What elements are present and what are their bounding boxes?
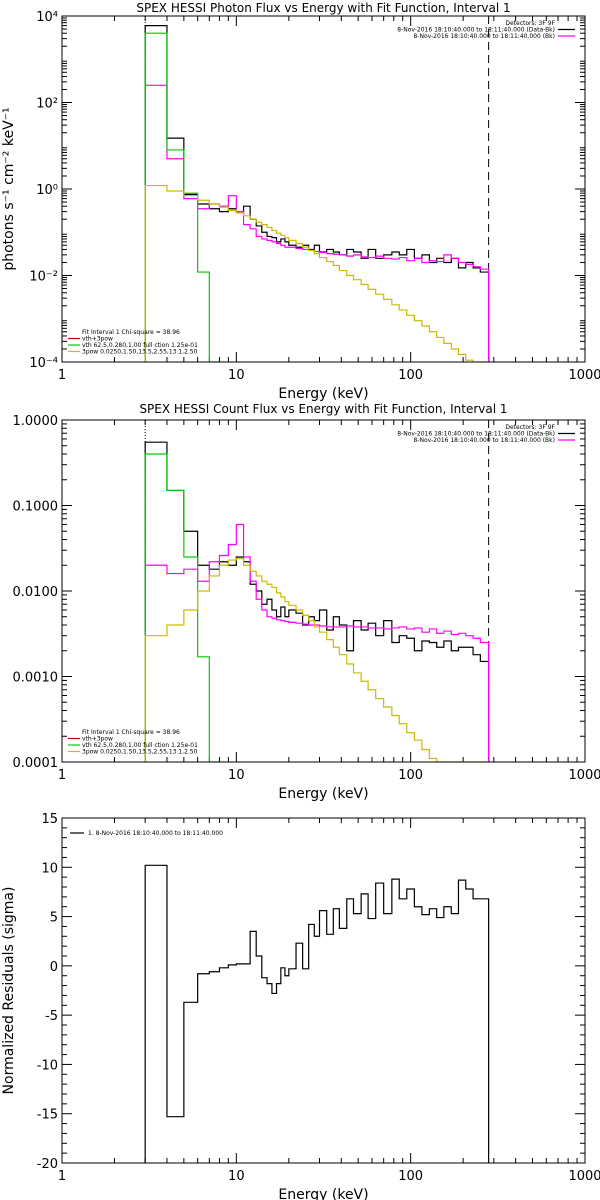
x-tick-label: 100 [398, 1169, 423, 1184]
legend-top-right-entry: 8-Nov-2016 18:10:40.000 to 18:11:40.000 … [413, 33, 555, 40]
x-tick-label: 10 [228, 1169, 245, 1184]
series-line-1 [144, 864, 490, 1163]
y-axis-label: Normalized Residuals (sigma) [1, 887, 17, 1095]
x-tick-label: 1000 [568, 368, 600, 383]
series-group [144, 441, 490, 762]
series-line-1 [144, 441, 490, 762]
y-tick-label: 10⁴ [36, 10, 58, 25]
series-group [144, 24, 490, 362]
plot-frame [61, 817, 586, 1164]
legend-entry: 1. 8-Nov-2016 18:10:40.000 to 18:11:40.0… [88, 830, 223, 837]
y-tick-label: -10 [37, 1058, 58, 1073]
y-tick-label: 10⁻⁴ [29, 356, 58, 371]
series-group [144, 864, 490, 1163]
series-line-3 [144, 453, 220, 762]
chart-panel-3: 1 10 100 1000 -20 -15 -10 -5 0 5 10 15 Energy (keV) N… [1, 812, 600, 1200]
y-tick-label: 0.0100 [13, 585, 59, 600]
y-tick-label: 0.0001 [13, 756, 59, 771]
legend-bottom-left-entry: vth+3pow [82, 336, 113, 343]
y-tick-label: 0.0010 [13, 671, 59, 686]
x-axis-label: Energy (keV) [278, 386, 368, 402]
y-tick-label: -5 [45, 1009, 58, 1024]
x-tick-label: 10 [228, 768, 245, 783]
series-line-4 [144, 557, 489, 762]
legend-bottom-left-entry: Fit Interval 1 Chi-square = 38.96 [82, 729, 180, 736]
x-tick-label: 1 [58, 768, 66, 783]
x-axis-label: Energy (keV) [278, 786, 368, 802]
legend-bottom-left-entry: vth 62.5,0.280,1.00 full ction 1.25e-01 [82, 342, 198, 349]
chart-panel-1: SPEX HESSI Photon Flux vs Energy with Fi… [1, 1, 600, 402]
y-tick-label: 5 [50, 911, 58, 926]
legend-top-right-entry: Detectors: 3F 9F [505, 424, 555, 431]
chart-title: SPEX HESSI Photon Flux vs Energy with Fi… [136, 1, 510, 15]
series-line-1 [144, 24, 490, 362]
legend-bottom-left-entry: 3pow 0.0250,1.50,13.5,2.55,13.1,2.50 [82, 749, 198, 756]
chart-panel-2: SPEX HESSI Count Flux vs Energy with Fit… [13, 402, 600, 802]
legend-bottom-left-entry: Fit Interval 1 Chi-square = 38.96 [82, 329, 180, 336]
series-line-3 [144, 32, 220, 362]
y-tick-label: -15 [37, 1108, 58, 1123]
legend-top-right-entry: 8-Nov-2016 18:10:40.000 to 18:11:40.000 … [397, 431, 555, 438]
y-tick-label: 10² [36, 97, 58, 112]
plot-frame [61, 419, 586, 763]
chart-title: SPEX HESSI Count Flux vs Energy with Fit… [139, 402, 507, 416]
x-tick-label: 1 [58, 368, 66, 383]
legend-bottom-left-entry: vth+3pow [82, 736, 113, 743]
legend-bottom-left-entry: vth 62.5,0.280,1.00 full ction 1.25e-01 [82, 742, 198, 749]
plot-frame [61, 15, 586, 363]
y-tick-label: 1.0000 [13, 414, 59, 429]
series-line-4 [144, 184, 489, 362]
legend-top-right-entry: 8-Nov-2016 18:10:40.000 to 18:11:40.000 … [413, 437, 555, 444]
y-tick-label: 10⁻² [29, 270, 58, 285]
series-line-2 [144, 84, 490, 362]
legend-top-right-entry: Detectors: 3F 9F [505, 20, 555, 27]
y-tick-label: 10⁰ [36, 183, 58, 198]
x-tick-label: 1000 [568, 1169, 600, 1184]
x-axis-label: Energy (keV) [278, 1187, 368, 1200]
y-tick-label: 0.1000 [13, 500, 59, 515]
y-tick-label: 10 [41, 861, 58, 876]
legend-top-right-entry: 8-Nov-2016 18:10:40.000 to 18:11:40.000 … [397, 27, 555, 34]
x-tick-label: 1 [58, 1169, 66, 1184]
legend-bottom-left-entry: 3pow 0.0250,1.50,13.5,2.55,13.1,2.50 [82, 349, 198, 356]
x-tick-label: 10 [228, 368, 245, 383]
x-tick-label: 100 [398, 768, 423, 783]
y-tick-label: 0 [50, 960, 58, 975]
y-tick-label: -20 [37, 1157, 58, 1172]
x-tick-label: 1000 [568, 768, 600, 783]
x-tick-label: 100 [398, 368, 423, 383]
series-line-2 [144, 523, 490, 762]
y-tick-label: 15 [41, 812, 58, 827]
y-axis-label: photons s⁻¹ cm⁻² keV⁻¹ [1, 107, 17, 270]
